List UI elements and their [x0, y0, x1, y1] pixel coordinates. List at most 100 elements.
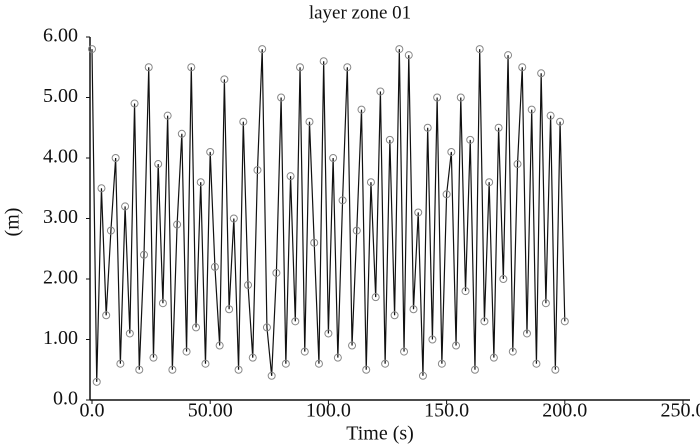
y-tick-label: 4.00 — [43, 146, 78, 168]
data-point — [400, 347, 409, 356]
data-point — [418, 371, 427, 380]
data-line — [91, 49, 566, 382]
data-point — [111, 154, 120, 162]
data-point — [504, 51, 513, 60]
data-point — [116, 359, 125, 368]
data-point — [343, 63, 352, 72]
data-point — [329, 154, 338, 162]
y-tick-label: 1.00 — [43, 327, 78, 349]
data-point — [371, 293, 380, 302]
y-tick-label: 5.00 — [43, 85, 78, 107]
chart-title: layer zone 01 — [309, 2, 411, 23]
y-tick-label: 0.0 — [53, 388, 78, 410]
data-point — [556, 117, 565, 126]
data-point — [527, 105, 536, 114]
data-point — [376, 87, 385, 96]
data-point — [390, 311, 399, 320]
data-point — [447, 147, 456, 156]
data-point — [362, 365, 371, 374]
data-point — [187, 63, 196, 72]
data-point — [140, 250, 149, 259]
data-point — [253, 166, 262, 175]
data-point — [196, 178, 205, 187]
data-point — [537, 69, 546, 78]
data-point — [352, 226, 361, 235]
x-tick-label: 200.0 — [542, 400, 587, 422]
data-point — [244, 281, 253, 290]
data-point — [485, 178, 494, 187]
data-point — [305, 117, 314, 126]
data-point — [229, 214, 238, 223]
data-point — [267, 371, 276, 380]
data-point — [310, 238, 319, 247]
data-point — [177, 129, 186, 138]
data-point — [428, 335, 437, 344]
data-point — [158, 299, 167, 308]
data-point — [300, 347, 309, 356]
data-point — [225, 305, 234, 314]
data-point — [433, 93, 442, 102]
data-point — [319, 57, 328, 66]
x-tick-label: 250.0 — [661, 400, 700, 422]
data-point — [404, 51, 413, 60]
data-point — [508, 347, 517, 356]
data-point — [182, 347, 191, 356]
data-point — [215, 341, 224, 350]
data-point — [192, 323, 201, 332]
data-point — [277, 93, 286, 102]
data-point — [296, 63, 305, 72]
data-point — [291, 317, 300, 326]
data-point — [395, 45, 404, 54]
data-point — [518, 63, 527, 72]
data-point — [409, 305, 418, 314]
data-point — [381, 359, 390, 368]
data-point — [461, 287, 470, 296]
x-tick-label: 150.0 — [424, 400, 469, 422]
data-point — [489, 353, 498, 362]
data-point — [480, 317, 489, 326]
data-point — [522, 329, 531, 338]
data-point — [385, 135, 394, 144]
data-point — [470, 365, 479, 374]
data-point — [423, 123, 432, 132]
data-point — [135, 365, 144, 374]
data-point — [286, 172, 295, 181]
data-point — [366, 178, 375, 187]
x-axis-label: Time (s) — [346, 423, 414, 445]
data-point — [239, 117, 248, 126]
data-point — [466, 135, 475, 144]
data-point — [262, 323, 271, 332]
data-point — [494, 123, 503, 132]
data-point — [201, 359, 210, 368]
data-point — [272, 268, 281, 277]
data-point — [499, 275, 508, 283]
data-point — [258, 45, 267, 54]
y-tick-label: 2.00 — [43, 267, 78, 289]
data-point — [144, 63, 153, 72]
data-point — [437, 359, 446, 368]
data-point — [92, 377, 101, 386]
data-point — [220, 75, 229, 84]
data-point — [125, 329, 134, 338]
data-point — [102, 311, 111, 320]
data-point — [442, 190, 451, 199]
data-point — [456, 93, 465, 102]
data-point — [121, 202, 130, 211]
data-point — [248, 353, 257, 362]
data-point — [88, 45, 96, 54]
data-point — [130, 99, 139, 108]
data-point — [149, 353, 158, 362]
x-tick-label: 100.0 — [306, 400, 351, 422]
data-point — [314, 359, 323, 368]
data-point — [173, 220, 182, 229]
data-point — [452, 341, 461, 350]
y-tick-label: 6.00 — [43, 25, 78, 47]
data-point — [97, 184, 106, 193]
data-point — [210, 262, 219, 271]
x-tick-label: 0.0 — [80, 400, 105, 422]
data-point — [338, 196, 347, 205]
data-point — [154, 160, 163, 169]
data-point — [357, 105, 366, 114]
data-point — [168, 365, 177, 374]
